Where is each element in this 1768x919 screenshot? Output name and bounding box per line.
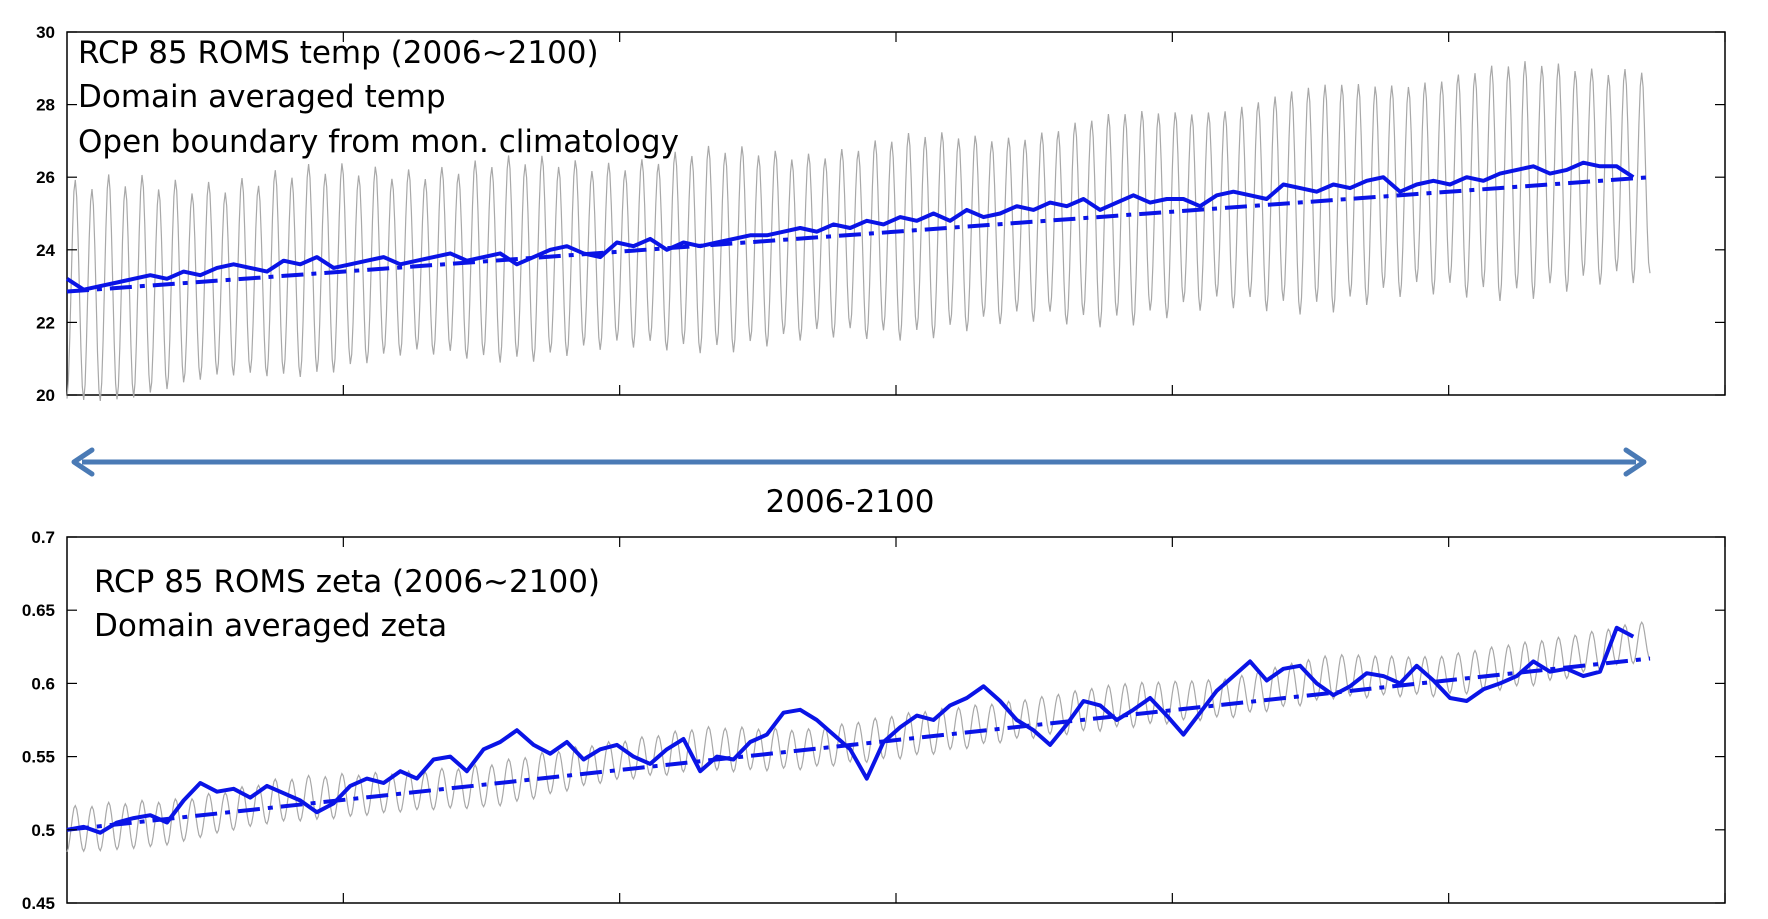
zeta-series-smoothed-line — [66, 625, 1635, 835]
temp-ytick-label: 24 — [36, 241, 55, 260]
temp-ytick-label: 26 — [36, 168, 55, 187]
zeta-ytick-label: 0.55 — [22, 748, 55, 767]
temp-series-layer — [65, 61, 1651, 401]
zeta-ytick-label: 0.5 — [31, 821, 55, 840]
temp-ytick-label: 30 — [36, 23, 55, 42]
span-arrow: 2006-2100 — [71, 447, 1647, 520]
zeta-annotation-line-2: Domain averaged zeta — [94, 608, 447, 644]
zeta-ytick-label: 0.7 — [31, 528, 55, 547]
zeta-plot-area — [66, 536, 1726, 904]
temp-annotation-line-3: Open boundary from mon. climatology — [78, 124, 679, 160]
zeta-annotation-line-1: RCP 85 ROMS zeta (2006~2100) — [94, 564, 600, 600]
temp-plot-area — [66, 31, 1726, 396]
zeta-ytick-label: 0.65 — [22, 601, 55, 620]
zeta-series-layer — [66, 620, 1651, 853]
temp-series-monthly-line — [66, 61, 1651, 401]
temp-ytick-label: 28 — [36, 96, 55, 115]
zeta-series-monthly-line — [66, 620, 1651, 853]
temp-series-smoothed-line — [65, 160, 1635, 292]
zeta-ytick-label: 0.45 — [22, 894, 55, 913]
zeta-ytick-label: 0.6 — [31, 674, 55, 693]
temp-ticks-layer: 20 22 24 26 28 30 — [36, 23, 1726, 405]
span-arrow-head-left — [71, 447, 95, 477]
zeta-annotation: RCP 85 ROMS zeta (2006~2100) Domain aver… — [94, 564, 600, 644]
temp-ytick-label: 22 — [36, 313, 55, 332]
temp-series-trend-line — [66, 175, 1651, 294]
zeta-ticks-layer: 0.45 0.5 0.55 0.6 0.65 0.7 — [22, 528, 1726, 913]
temp-annotation: RCP 85 ROMS temp (2006~2100) Domain aver… — [78, 35, 679, 160]
temp-chart: 20 22 24 26 28 30 RCP 85 ROMS temp (2006~2100… — [36, 23, 1726, 405]
temp-ytick-label: 20 — [36, 386, 55, 405]
zeta-series-trend-line — [66, 656, 1651, 832]
span-label: 2006-2100 — [766, 484, 935, 520]
zeta-chart: 0.45 0.5 0.55 0.6 0.65 0.7 RCP 85 ROMS zeta (… — [22, 528, 1726, 913]
temp-annotation-line-1: RCP 85 ROMS temp (2006~2100) — [78, 35, 599, 71]
span-arrow-head-right — [1623, 447, 1647, 477]
temp-annotation-line-2: Domain averaged temp — [78, 79, 446, 115]
